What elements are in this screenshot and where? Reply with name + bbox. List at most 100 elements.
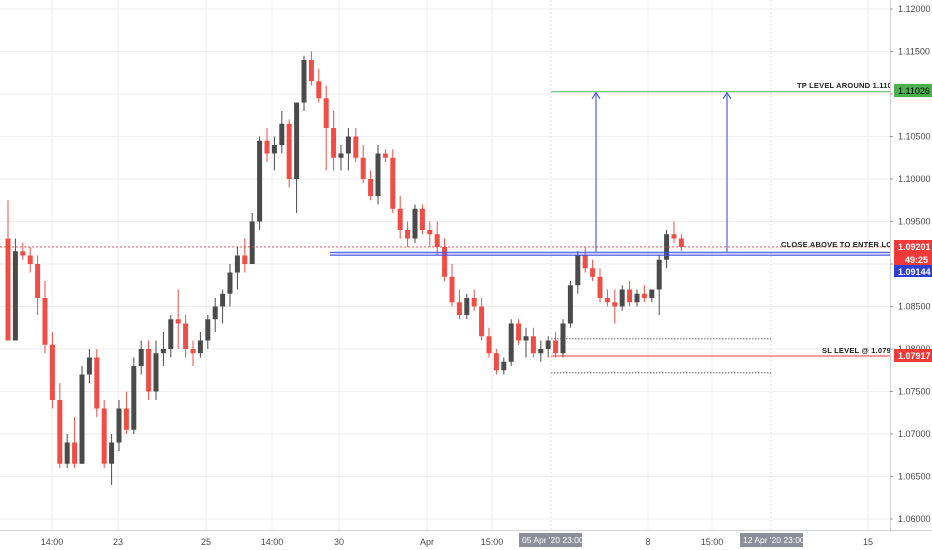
entry-zone-fill [330,252,890,256]
candle-body [27,255,33,264]
candle-body [523,336,529,341]
sl-price-badge [894,349,932,362]
time-badges: 05 Apr '20 23:00 12 Apr '20 23:00 [519,533,805,547]
candle-body [264,140,270,154]
candle-body [212,306,218,320]
price-tick-label: 1.07500 [898,387,931,397]
time-axis[interactable]: 14:00 23 25 14:00 30 Apr 15:00 8 15:00 15 [0,530,932,550]
candle-body [641,293,647,298]
candle-body [493,353,499,371]
time-tick-label: 23 [113,537,123,547]
candle-body [560,323,566,354]
countdown-text: 49:25 [905,255,928,265]
candle-body [479,306,485,337]
sl-annotation: SL LEVEL @ 1.07917 [822,346,900,355]
candle-body [279,123,285,145]
price-tick-label: 1.10000 [898,174,931,184]
annotations: TP LEVEL AROUND 1.11026 CLOSE ABOVE TO E… [781,81,909,355]
time-tick-label: 15:00 [481,537,504,547]
candle-body [382,153,388,158]
time-badge-right-text: 12 Apr '20 23:00 [743,535,805,545]
candle-body [345,136,351,154]
candle-body [175,319,181,324]
grid [0,0,890,530]
candle-body [227,272,233,294]
candle-body [86,357,92,375]
time-tick-label: 15 [863,537,873,547]
target-arrow-head [591,91,601,100]
candle-body [671,234,677,239]
candle-body [57,400,63,464]
bid-price-text: 1.09144 [898,267,931,277]
candle-body [316,81,322,99]
time-axis-bg [0,530,932,550]
candle-body [197,340,203,354]
time-tick-label: Apr [420,537,434,547]
candle-body [619,289,625,307]
candle-body [530,336,536,354]
tp-price-badge [894,84,932,97]
candle-body [434,234,440,247]
price-tick-label: 1.06500 [898,472,931,482]
time-tick-label: 25 [201,537,211,547]
candle-body [286,123,292,179]
candle-body [331,128,337,158]
time-badge-left [519,533,582,547]
candle-body [419,208,425,230]
candle-body [390,157,396,209]
time-tick-label: 15:00 [701,537,724,547]
candle-body [449,276,455,303]
candle-body [516,323,522,341]
candle-body [234,255,240,273]
tp-annotation: TP LEVEL AROUND 1.11026 [797,81,901,90]
time-tick-label: 14:00 [41,537,64,547]
candle-body [294,102,300,179]
time-tick-label: 8 [645,537,650,547]
candle-body [20,251,26,256]
price-tick-label: 1.12000 [898,4,931,14]
candle-body [582,255,588,269]
time-badge-left-text: 05 Apr '20 23:00 [522,535,584,545]
candle-body [678,238,684,247]
candle-body [5,238,11,341]
candle-body [116,408,122,443]
candle-body [545,340,551,349]
candle-body [471,298,477,307]
target-arrow-head [722,91,732,100]
candle-body [220,293,226,307]
candle-body [301,60,307,103]
candle-body [168,319,174,349]
candle-body [501,361,507,371]
candle-body [590,268,596,277]
candle-body [183,323,189,349]
price-tick-label: 1.07000 [898,429,931,439]
candle-body [12,251,18,341]
candle-body [397,208,403,230]
candle-body [42,298,48,345]
sl-price-text: 1.07917 [898,351,931,361]
candle-body [257,140,263,222]
candle-body [153,353,159,392]
candle-body [94,357,100,409]
time-tick-label: 14:00 [261,537,284,547]
candle-body [35,264,41,298]
price-tick-label: 1.10500 [898,132,931,142]
entry-annotation: CLOSE ABOVE TO ENTER LONG ! [781,240,909,249]
candle-body [109,442,115,464]
candle-body [486,336,492,354]
candle-body [604,298,610,303]
candle-body [190,349,196,354]
candle-body [538,349,544,354]
time-tick-label: 30 [334,537,344,547]
price-tick-label: 1.06000 [898,514,931,524]
current-price-text: 1.09201 [898,242,931,252]
candle-body [553,340,559,354]
candle-body [597,276,603,298]
candle-body [323,98,329,128]
candle-body [338,153,344,158]
candle-body [271,145,277,154]
candle-body [627,289,633,303]
candle-body [101,408,107,464]
candle-body [242,255,248,264]
